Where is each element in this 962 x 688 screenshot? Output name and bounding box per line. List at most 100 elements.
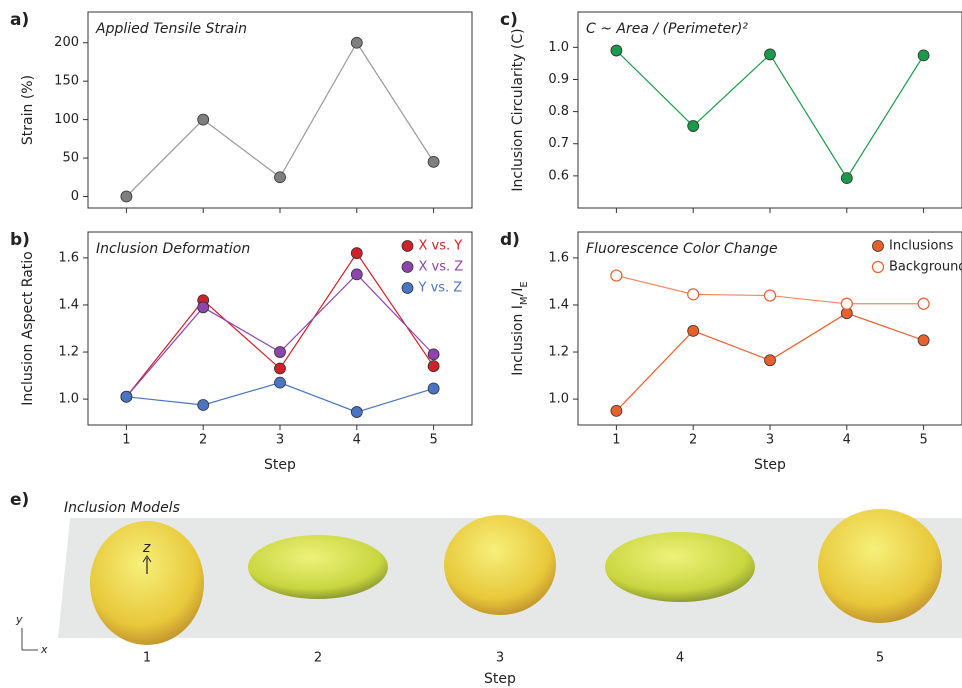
x-tick-label: 3 — [766, 433, 774, 448]
data-point — [610, 269, 623, 282]
step-label: 5 — [876, 651, 884, 666]
y-axis-label-part: Inclusion I — [510, 305, 526, 376]
axis-letter: x — [40, 643, 48, 656]
data-point — [917, 49, 930, 62]
y-tick-label: 1.4 — [548, 297, 569, 312]
legend-label: Inclusions — [889, 239, 954, 254]
data-point — [687, 288, 700, 301]
data-point — [197, 399, 210, 411]
data-point — [120, 190, 133, 203]
y-axis-label: Inclusion Aspect Ratio — [20, 251, 36, 406]
data-point — [610, 404, 623, 417]
y-tick-label: 0.6 — [548, 168, 569, 183]
legend-label: Y vs. Z — [418, 281, 463, 296]
data-point — [350, 36, 363, 49]
charts: a) Applied Tensile Strain 0 50 100 150 200 Stra… — [10, 10, 962, 473]
legend-marker — [871, 260, 885, 274]
y-tick-label: 200 — [54, 35, 79, 50]
data-point — [840, 297, 853, 310]
chart-panel: b) Inclusion Deformation 1.0 1.2 1.4 1.6 1 2 3 4 5… — [10, 230, 473, 473]
y-tick-label: 150 — [54, 74, 79, 89]
chart-title: Applied Tensile Strain — [95, 21, 247, 37]
panel-label: d) — [500, 230, 520, 250]
data-point — [764, 354, 776, 367]
step-label: 4 — [676, 651, 684, 666]
legend-label: X vs. Y — [419, 239, 463, 254]
axis-letter: z — [142, 540, 151, 556]
y-tick-label: 1.0 — [548, 40, 569, 55]
plot-frame — [87, 231, 473, 426]
y-axis-label-part: Inclusion Aspect Ratio — [20, 251, 36, 406]
y-tick-label: 50 — [62, 151, 79, 166]
y-tick-label: 1.0 — [58, 392, 79, 407]
data-point — [427, 348, 440, 361]
legend-marker — [401, 261, 414, 273]
legend-marker — [401, 282, 414, 294]
chart-title: Inclusion Deformation — [96, 241, 250, 257]
ellipsoid — [248, 535, 388, 599]
models-panel: e) Inclusion Models z y x 1 2 3 4 5 Step — [10, 490, 962, 687]
z-arrow-head — [142, 555, 152, 563]
x-axis-label: Step — [484, 671, 516, 687]
data-point — [687, 324, 700, 337]
chart-panel: a) Applied Tensile Strain 0 50 100 150 200 Stra… — [10, 10, 473, 213]
data-point — [274, 376, 286, 389]
x-tick-label: 3 — [276, 433, 284, 448]
data-point — [917, 334, 930, 347]
data-point — [427, 382, 440, 395]
x-tick-label: 1 — [122, 433, 130, 448]
x-tick-label: 5 — [429, 433, 437, 448]
y-axis-label-part: M — [519, 296, 530, 305]
y-axis-label-part: E — [519, 281, 530, 287]
panel-label: b) — [10, 230, 30, 250]
ellipsoid — [818, 509, 942, 623]
data-point — [840, 172, 853, 185]
data-point — [764, 48, 776, 61]
series-line — [615, 50, 925, 180]
y-tick-label: 1.6 — [548, 250, 569, 265]
data-point — [350, 406, 363, 418]
x-tick-label: 4 — [353, 433, 361, 448]
y-tick-label: 1.2 — [58, 345, 79, 360]
data-point — [197, 113, 210, 126]
x-axis-label: Step — [754, 457, 786, 473]
plot-frame — [577, 11, 962, 209]
data-point — [687, 120, 700, 132]
y-tick-label: 0.7 — [548, 136, 569, 151]
x-tick-label: 4 — [843, 433, 851, 448]
x-axis-label: Step — [264, 457, 296, 473]
step-label: 3 — [496, 651, 504, 666]
step-label: 1 — [143, 651, 151, 666]
y-axis-label: Inclusion IM/IE — [510, 281, 530, 376]
chart-title: Fluorescence Color Change — [586, 241, 778, 257]
x-tick-label: 2 — [689, 433, 697, 448]
y-axis-label: Inclusion Circularity (C) — [510, 28, 526, 191]
legend-label: Background — [889, 260, 962, 275]
ellipsoid — [444, 515, 556, 615]
data-point — [763, 289, 777, 302]
panel-label: e) — [10, 490, 29, 510]
y-tick-label: 0 — [71, 189, 79, 204]
y-tick-label: 1.4 — [58, 297, 79, 312]
y-tick-label: 1.2 — [548, 345, 569, 360]
y-axis-label-part: /I — [510, 288, 526, 297]
y-axis-label-part: Strain (%) — [20, 75, 36, 145]
data-point — [197, 301, 210, 314]
legend-marker — [872, 240, 884, 252]
data-point — [917, 297, 930, 310]
y-tick-label: 1.0 — [548, 392, 569, 407]
chart-panel: c) C ~ Area / (Perimeter)² 0.6 0.7 0.8 0.9 1.0… — [500, 10, 962, 213]
axis-letter: y — [15, 613, 23, 626]
data-point — [350, 268, 363, 281]
x-tick-label: 2 — [199, 433, 207, 448]
data-point — [350, 247, 363, 260]
data-point — [120, 390, 133, 403]
ellipsoid — [605, 532, 755, 602]
legend-marker — [401, 240, 414, 252]
series-line — [125, 252, 435, 398]
panel-label: a) — [10, 10, 29, 30]
step-label: 2 — [314, 651, 322, 666]
x-tick-label: 5 — [919, 433, 927, 448]
data-point — [427, 360, 440, 373]
